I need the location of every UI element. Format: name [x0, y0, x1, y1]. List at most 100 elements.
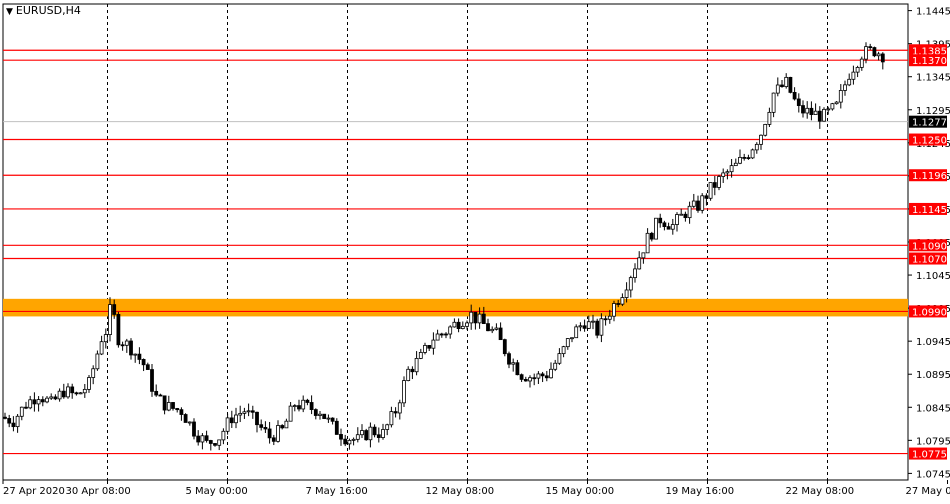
candle-body [239, 413, 242, 415]
candle-body [512, 363, 515, 364]
level-label: 1.1250 [912, 136, 947, 147]
candle-body [403, 381, 406, 403]
candle-body [781, 85, 784, 87]
candle-body [260, 425, 263, 428]
x-tick-label: 12 May 08:00 [426, 486, 495, 497]
candle-body [730, 166, 733, 172]
candle-body [684, 214, 687, 217]
candle-body [701, 196, 704, 211]
candle-body [197, 436, 200, 442]
candle-body [844, 85, 847, 91]
candle-body [667, 227, 670, 230]
candle-body [646, 233, 649, 253]
candle-body [310, 402, 313, 409]
candle-body [344, 439, 347, 444]
candle-body [335, 421, 338, 434]
candle-body [75, 393, 78, 394]
candle-body [348, 440, 351, 443]
candle-body [634, 269, 637, 278]
candle-body [352, 439, 355, 440]
candle-body [285, 421, 288, 428]
candle-body [176, 408, 179, 409]
candle-body [629, 278, 632, 290]
level-label: 1.1145 [912, 205, 947, 216]
candle-body [230, 418, 233, 423]
candle-body [386, 425, 389, 430]
candle-body [839, 90, 842, 102]
candle-body [432, 340, 435, 348]
candle-body [814, 111, 817, 114]
candle-body [277, 425, 280, 441]
candle-body [226, 418, 229, 431]
candle-body [251, 411, 254, 412]
candle-body [554, 363, 557, 369]
candle-body [676, 215, 679, 225]
candle-body [642, 253, 645, 258]
y-tick-label: 1.0745 [916, 469, 950, 480]
candle-body [823, 109, 826, 121]
y-tick-label: 1.1295 [916, 106, 950, 117]
candle-body [692, 201, 695, 206]
candle-body [680, 214, 683, 215]
candle-body [860, 59, 863, 67]
candle-body [806, 108, 809, 113]
x-tick-label: 15 May 00:00 [546, 486, 615, 497]
candle-body [491, 329, 494, 330]
candle-body [71, 387, 74, 393]
candle-body [268, 429, 271, 438]
candle-body [188, 422, 191, 423]
candle-body [428, 345, 431, 348]
level-label: 1.1370 [912, 56, 947, 67]
candle-body [146, 365, 149, 370]
candle-body [739, 157, 742, 163]
candle-body [856, 67, 859, 72]
candle-body [243, 412, 246, 414]
candle-body [718, 177, 721, 188]
candle-body [306, 400, 309, 402]
candle-body [508, 354, 511, 364]
y-tick-label: 1.1445 [916, 7, 950, 18]
candle-body [873, 48, 876, 56]
candle-body [394, 412, 397, 413]
candle-body [533, 378, 536, 379]
candle-body [365, 431, 368, 440]
candle-body [697, 201, 700, 210]
candle-body [327, 418, 330, 419]
candle-body [151, 370, 154, 392]
candle-body [558, 354, 561, 364]
candle-body [713, 183, 716, 188]
candle-body [726, 172, 729, 173]
candle-body [340, 434, 343, 439]
candle-body [218, 440, 221, 445]
candle-body [688, 206, 691, 217]
candle-body [776, 85, 779, 93]
candle-body [50, 397, 53, 398]
candle-body [184, 415, 187, 423]
candle-body [457, 322, 460, 328]
chart-symbol-title: ▼EURUSD,H4 [6, 4, 81, 17]
dropdown-arrow-icon[interactable]: ▼ [6, 7, 13, 17]
y-tick-label: 1.0795 [916, 436, 950, 447]
candle-body [369, 427, 372, 440]
candle-body [617, 303, 620, 304]
candle-body [600, 319, 603, 335]
candle-body [596, 321, 599, 335]
candle-body [831, 104, 834, 109]
candle-body [92, 369, 95, 378]
candle-body [415, 358, 418, 371]
candle-body [495, 328, 498, 329]
candle-body [524, 379, 527, 381]
candle-body [113, 305, 116, 315]
candle-body [638, 258, 641, 269]
candle-body [705, 196, 708, 198]
candle-body [180, 410, 183, 415]
candle-body [545, 376, 548, 378]
candle-body [478, 314, 481, 323]
symbol-label: EURUSD,H4 [16, 4, 81, 17]
candle-body [8, 418, 11, 423]
candle-body [760, 135, 763, 144]
candle-body [440, 334, 443, 335]
candle-body [587, 322, 590, 329]
